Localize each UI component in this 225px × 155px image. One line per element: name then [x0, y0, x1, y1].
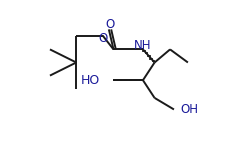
Text: NH: NH: [134, 39, 151, 52]
Text: OH: OH: [179, 103, 197, 116]
Text: O: O: [105, 18, 115, 31]
Text: HO: HO: [81, 74, 100, 87]
Text: O: O: [98, 32, 107, 45]
